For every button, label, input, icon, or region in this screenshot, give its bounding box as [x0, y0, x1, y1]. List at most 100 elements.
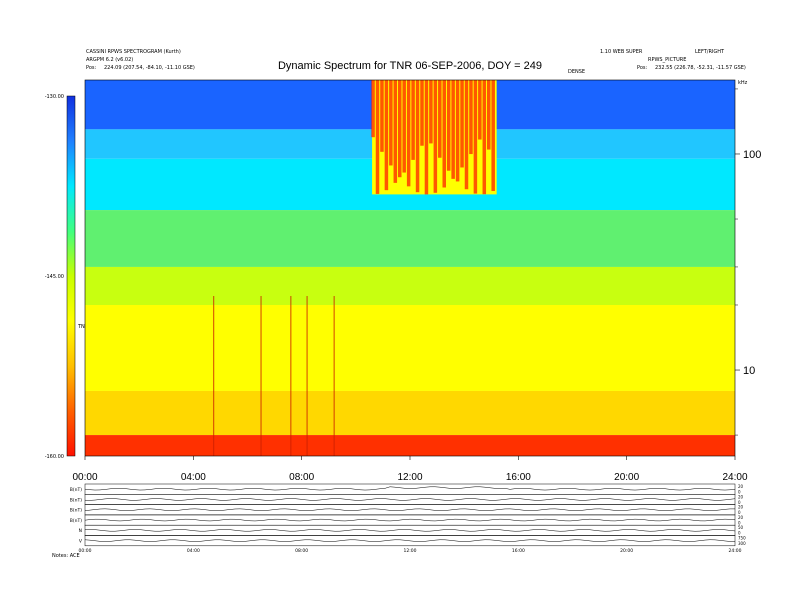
panel-trace: [84, 518, 736, 522]
x-tick-label: 24:00: [722, 472, 747, 483]
colorbar-tick-label: -160.00: [45, 454, 64, 460]
ephemeris-panels: B(nT)200B(nT)200B(nT)200B(nT)200N500V750…: [70, 483, 746, 554]
burst-streak: [446, 80, 451, 171]
panel-right-tick: 20: [738, 494, 744, 499]
panel-right-tick: 300: [738, 541, 746, 546]
spectrum-band: [85, 435, 735, 456]
spectrum-band: [85, 266, 735, 305]
burst-streak: [451, 80, 455, 179]
panel-trace: [84, 486, 736, 491]
burst-streak: [455, 80, 460, 182]
burst-streak: [438, 80, 442, 158]
x-tick-label: 04:00: [181, 472, 206, 483]
panel-trace: [84, 508, 736, 511]
panel-right-tick: 0: [738, 510, 741, 515]
y-axis: 100 10: [735, 88, 761, 436]
header-center-tag: DENSE: [568, 69, 585, 75]
header-right-line2: RPWS_PICTURE: [648, 57, 686, 63]
burst-streak: [411, 80, 415, 160]
header-left-pos-label: Pos:: [86, 65, 97, 71]
x-tick-label: 16:00: [506, 472, 531, 483]
burst-streak: [398, 80, 402, 178]
spectrogram-plot: [85, 80, 735, 456]
panel-trace: [84, 539, 736, 542]
burst-streak: [464, 80, 469, 190]
panel-label: V: [79, 539, 83, 545]
burst-streak: [482, 80, 487, 195]
spectrum-band: [85, 210, 735, 267]
panel-frame: [84, 524, 736, 536]
panel-x-tick-label: 16:00: [512, 548, 525, 554]
header-right-pos: 232.55 (226.78, -52.31, -11.57 GSE): [655, 65, 746, 71]
burst-streak: [473, 80, 478, 194]
panel-right-tick: 0: [738, 500, 741, 505]
header-right-line1: 1.10 WEB SUPER: [600, 49, 643, 55]
panel-label: B(nT): [70, 518, 82, 524]
panel-frame: [84, 535, 736, 547]
burst-streak: [429, 80, 433, 144]
x-axis: 00:00 04:00 08:00 12:00 16:00 20:00 24:00: [72, 456, 748, 483]
header-left-line2: ARGPM 6.2 (v6.02): [86, 57, 133, 63]
burst-streak: [486, 80, 491, 150]
panel-trace: [84, 498, 736, 501]
burst-streak: [375, 80, 380, 194]
x-tick-label: 00:00: [72, 472, 97, 483]
burst-streak: [460, 80, 464, 168]
y-unit-label: kHz: [738, 80, 748, 86]
panel-right-tick: 0: [738, 490, 741, 495]
header-left-line1: CASSINI RPWS SPECTROGRAM (Kurth): [86, 49, 181, 55]
colorbar-tick-label: -145.00: [45, 274, 64, 280]
burst-streak: [406, 80, 411, 187]
burst-streak: [442, 80, 446, 188]
colorbar: TNR: [66, 95, 89, 457]
x-tick-label: 12:00: [397, 472, 422, 483]
footer-notes: Notes: ACE: [52, 553, 80, 559]
spectrum-band: [85, 390, 735, 436]
panel-x-tick-label: 00:00: [79, 548, 92, 554]
panel-right-tick: 20: [738, 515, 744, 520]
burst-streak: [389, 80, 393, 166]
colorbar-label: TNR: [77, 324, 89, 330]
burst-streak: [478, 80, 482, 140]
y-tick-label: 10: [743, 365, 755, 377]
burst-streak: [402, 80, 406, 173]
header-right-corner: LEFT/RIGHT: [695, 49, 725, 55]
header-left-pos: 224.09 (207.54, -84.10, -11.10 GSE): [104, 65, 195, 71]
burst-streak: [420, 80, 424, 146]
burst-streak: [393, 80, 398, 183]
y-tick-label: 100: [743, 149, 761, 161]
burst-streak: [424, 80, 429, 195]
panel-right-tick: 0: [738, 520, 741, 525]
panel-label: B(nT): [70, 487, 82, 493]
panel-label: B(nT): [70, 508, 82, 514]
chart-title: Dynamic Spectrum for TNR 06-SEP-2006, DO…: [278, 60, 542, 72]
panel-frame: [84, 514, 736, 526]
panel-label: N: [79, 528, 82, 534]
burst-streak: [371, 80, 375, 138]
panel-x-tick-label: 20:00: [620, 548, 633, 554]
panel-frame: [84, 483, 736, 495]
burst-streak: [380, 80, 384, 152]
burst-streak: [491, 80, 495, 191]
burst-streak: [384, 80, 389, 191]
panel-x-tick-label: 24:00: [729, 548, 742, 554]
panel-x-tick-label: 04:00: [187, 548, 200, 554]
colorbar-tick-label: -130.00: [45, 94, 64, 100]
spectrum-band: [85, 304, 735, 391]
panel-right-tick: 20: [738, 505, 744, 510]
panel-right-tick: 20: [738, 484, 744, 489]
panel-right-tick: 50: [738, 525, 744, 530]
panel-trace: [84, 529, 736, 532]
panel-label: B(nT): [70, 497, 82, 503]
header-right-pos-label: Pos:: [637, 65, 648, 71]
x-tick-label: 08:00: [289, 472, 314, 483]
burst-streak: [433, 80, 438, 193]
panel-x-tick-label: 12:00: [404, 548, 417, 554]
panel-right-tick: 0: [738, 531, 741, 536]
panel-right-tick: 750: [738, 536, 746, 541]
x-tick-label: 20:00: [614, 472, 639, 483]
burst-streak: [415, 80, 420, 193]
burst-streak: [469, 80, 473, 155]
panel-x-tick-label: 08:00: [295, 548, 308, 554]
